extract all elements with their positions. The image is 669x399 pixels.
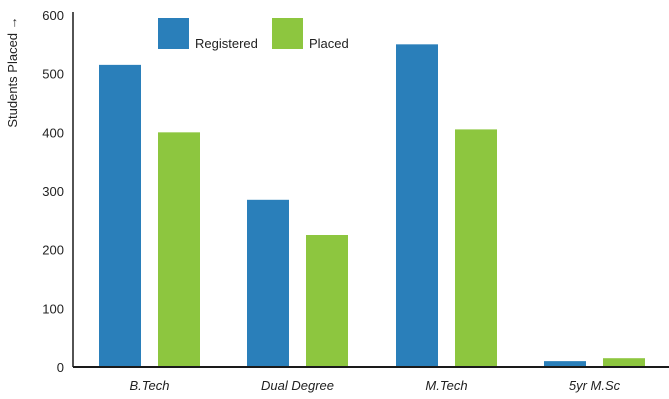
legend-label-placed: Placed — [309, 36, 349, 51]
bar-placed-dual-degree — [306, 235, 348, 367]
legend-swatch-registered — [158, 18, 189, 49]
bar-registered-b-tech — [99, 64, 141, 367]
x-tick-label: Dual Degree — [261, 378, 334, 393]
y-tick-label: 500 — [42, 67, 64, 82]
y-tick-label: 0 — [57, 360, 64, 375]
legend-swatch-placed — [272, 18, 303, 49]
y-tick-label: 200 — [42, 243, 64, 258]
y-tick-label: 300 — [42, 184, 64, 199]
x-tick-label: B.Tech — [130, 378, 170, 393]
bars — [99, 44, 645, 367]
legend: Registered Placed — [158, 18, 349, 51]
bar-placed-m-tech — [455, 129, 497, 367]
y-axis-title: Students Placed → — [5, 16, 20, 127]
legend-label-registered: Registered — [195, 36, 258, 51]
bar-registered-m-tech — [396, 44, 438, 367]
y-tick-label: 100 — [42, 301, 64, 316]
y-tick-label: 400 — [42, 125, 64, 140]
y-tick-label: 600 — [42, 8, 64, 23]
x-axis-labels: B.Tech Dual Degree M.Tech 5yr M.Sc — [130, 378, 621, 393]
x-tick-label: 5yr M.Sc — [569, 378, 621, 393]
x-tick-label: M.Tech — [425, 378, 467, 393]
bar-registered-5yr-m-sc — [544, 361, 586, 367]
y-axis-title-group: Students Placed → — [5, 16, 20, 127]
bar-placed-5yr-m-sc — [603, 358, 645, 367]
y-axis-ticks: 0 100 200 300 400 500 600 — [42, 8, 64, 375]
bar-registered-dual-degree — [247, 199, 289, 367]
bar-placed-b-tech — [158, 132, 200, 367]
